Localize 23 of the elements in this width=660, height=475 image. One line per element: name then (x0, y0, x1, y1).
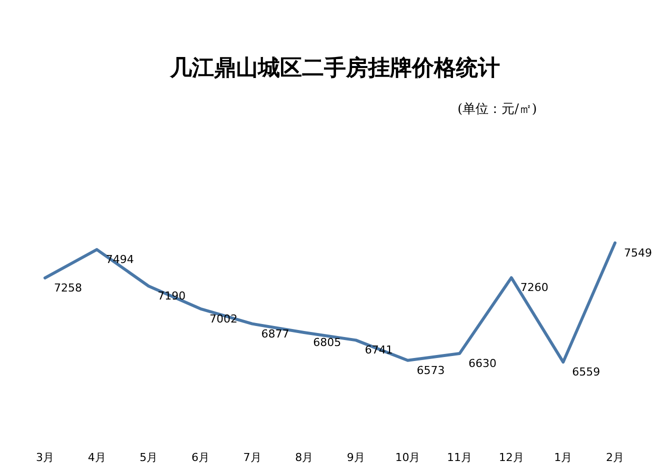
x-tick-label: 8月 (295, 451, 314, 464)
x-tick-label: 7月 (243, 451, 262, 464)
x-tick-label: 4月 (88, 451, 106, 464)
data-label: 7549 (624, 246, 652, 260)
x-tick-label: 6月 (191, 451, 210, 464)
data-label: 6805 (313, 336, 342, 349)
x-tick-label: 3月 (36, 451, 54, 464)
chart-subtitle: (单位：元/㎡) (457, 102, 538, 117)
x-tick-label: 5月 (140, 451, 158, 464)
data-label: 6630 (468, 357, 497, 370)
data-label: 7258 (54, 281, 82, 294)
data-label: 6877 (261, 327, 290, 340)
data-label: 6559 (572, 366, 600, 379)
data-label: 7260 (520, 281, 548, 294)
x-tick-label: 11月 (447, 451, 472, 464)
data-label: 6573 (416, 364, 445, 377)
chart-title: 几江鼎山城区二手房挂牌价格统计 (169, 55, 500, 81)
x-tick-label: 10月 (395, 451, 420, 464)
data-label: 7002 (209, 312, 238, 326)
x-tick-label: 9月 (346, 451, 365, 464)
x-tick-label: 12月 (498, 451, 524, 464)
x-tick-label: 1月 (554, 451, 572, 464)
x-tick-label: 2月 (606, 451, 624, 464)
